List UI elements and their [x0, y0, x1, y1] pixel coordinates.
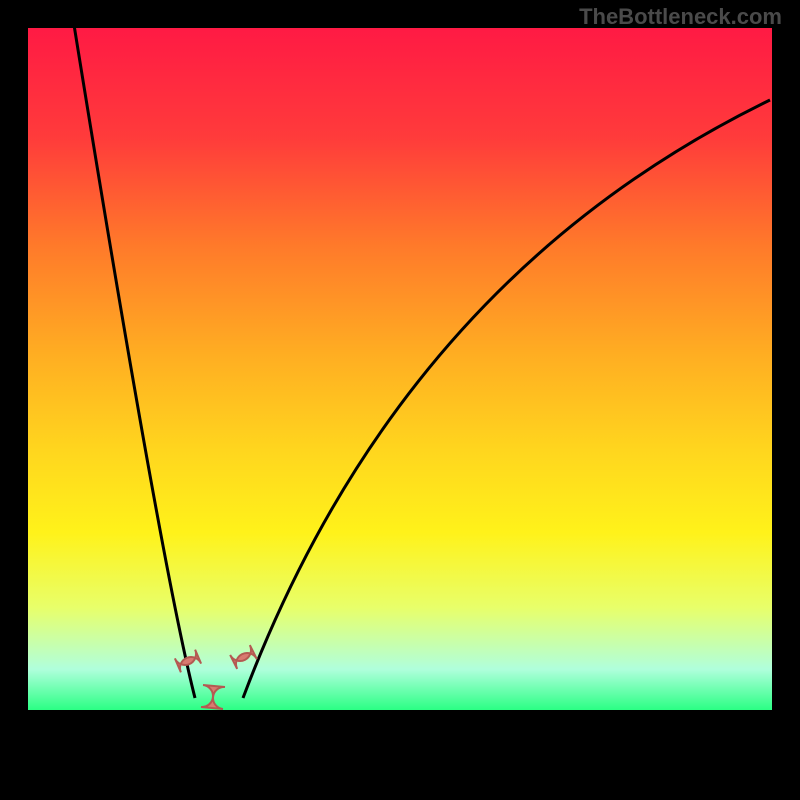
- watermark-text: TheBottleneck.com: [579, 4, 782, 30]
- plot-area: [28, 0, 772, 710]
- gradient-background: [28, 28, 772, 710]
- bottleneck-chart: [0, 0, 800, 800]
- chart-frame: TheBottleneck.com: [0, 0, 800, 800]
